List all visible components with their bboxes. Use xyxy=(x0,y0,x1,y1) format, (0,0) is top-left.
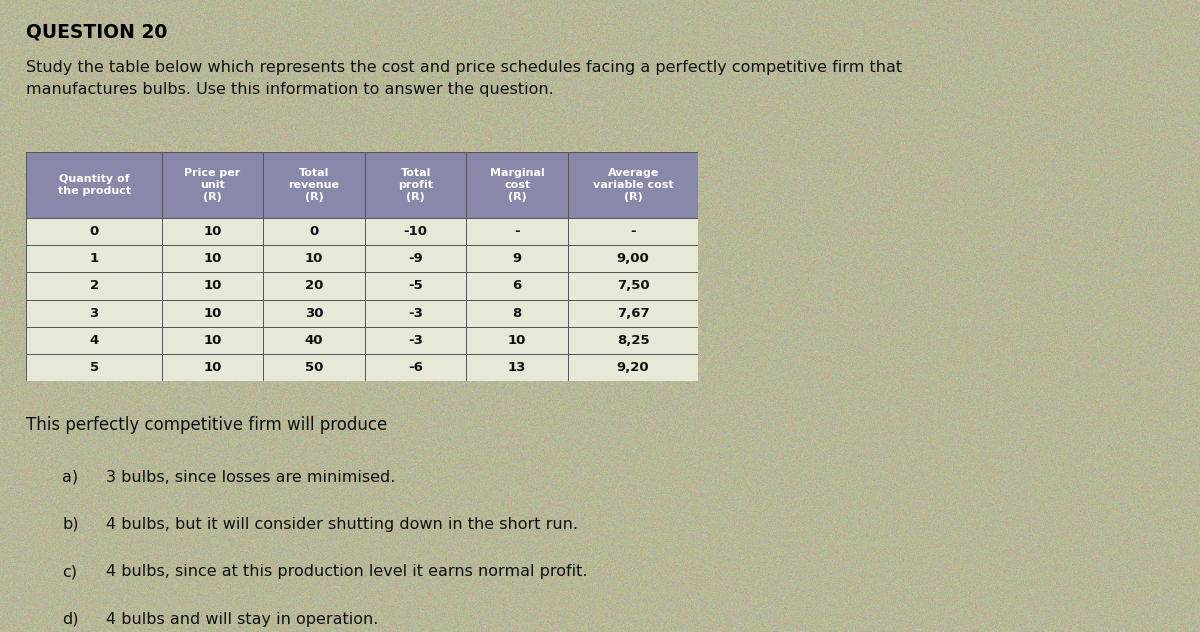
Bar xyxy=(365,327,467,354)
Text: 2: 2 xyxy=(90,279,98,293)
Text: 10: 10 xyxy=(203,334,222,347)
Text: a): a) xyxy=(62,470,78,485)
Bar xyxy=(467,245,568,272)
Bar xyxy=(263,218,365,245)
Bar xyxy=(568,218,698,245)
Text: Total
profit
(R): Total profit (R) xyxy=(398,168,433,202)
Text: -: - xyxy=(515,225,520,238)
Text: 9,20: 9,20 xyxy=(617,361,649,374)
Bar xyxy=(263,152,365,218)
Text: Study the table below which represents the cost and price schedules facing a per: Study the table below which represents t… xyxy=(26,60,902,97)
Text: Total
revenue
(R): Total revenue (R) xyxy=(288,168,340,202)
Text: 20: 20 xyxy=(305,279,323,293)
Text: -3: -3 xyxy=(408,334,424,347)
Text: 9,00: 9,00 xyxy=(617,252,649,265)
Bar xyxy=(568,272,698,300)
Text: 7,50: 7,50 xyxy=(617,279,649,293)
Text: 40: 40 xyxy=(305,334,323,347)
Text: 9: 9 xyxy=(512,252,522,265)
Bar xyxy=(568,327,698,354)
Bar xyxy=(162,272,263,300)
Bar xyxy=(467,272,568,300)
Text: -: - xyxy=(630,225,636,238)
Text: 4: 4 xyxy=(90,334,98,347)
Text: 4 bulbs, since at this production level it earns normal profit.: 4 bulbs, since at this production level … xyxy=(106,564,587,580)
Text: -5: -5 xyxy=(408,279,422,293)
Text: 10: 10 xyxy=(305,252,323,265)
Text: 5: 5 xyxy=(90,361,98,374)
Text: -9: -9 xyxy=(408,252,422,265)
Bar xyxy=(162,245,263,272)
Bar xyxy=(568,300,698,327)
Text: 10: 10 xyxy=(203,307,222,320)
Bar xyxy=(365,300,467,327)
Text: 8,25: 8,25 xyxy=(617,334,649,347)
Bar xyxy=(263,272,365,300)
Bar xyxy=(263,245,365,272)
Text: Quantity of
the product: Quantity of the product xyxy=(58,174,131,196)
Text: 8: 8 xyxy=(512,307,522,320)
Text: 50: 50 xyxy=(305,361,323,374)
Bar xyxy=(263,300,365,327)
Bar xyxy=(467,218,568,245)
Bar xyxy=(162,327,263,354)
Text: -10: -10 xyxy=(403,225,427,238)
Bar xyxy=(26,245,162,272)
Text: 10: 10 xyxy=(203,225,222,238)
Bar xyxy=(568,245,698,272)
Text: 10: 10 xyxy=(203,361,222,374)
Text: 10: 10 xyxy=(203,279,222,293)
Text: 6: 6 xyxy=(512,279,522,293)
Bar xyxy=(467,300,568,327)
Bar xyxy=(365,245,467,272)
Bar xyxy=(162,218,263,245)
Bar xyxy=(26,327,162,354)
Text: 1: 1 xyxy=(90,252,98,265)
Text: 4 bulbs and will stay in operation.: 4 bulbs and will stay in operation. xyxy=(106,612,378,627)
Text: 10: 10 xyxy=(508,334,527,347)
Text: 10: 10 xyxy=(203,252,222,265)
Bar xyxy=(263,354,365,381)
Bar xyxy=(365,152,467,218)
Bar xyxy=(162,354,263,381)
Bar xyxy=(467,152,568,218)
Bar xyxy=(263,327,365,354)
Text: 3 bulbs, since losses are minimised.: 3 bulbs, since losses are minimised. xyxy=(106,470,395,485)
Text: c): c) xyxy=(62,564,78,580)
Bar xyxy=(365,354,467,381)
Bar xyxy=(26,218,162,245)
Bar xyxy=(26,152,162,218)
Text: 30: 30 xyxy=(305,307,323,320)
Text: This perfectly competitive firm will produce: This perfectly competitive firm will pro… xyxy=(26,416,388,434)
Text: 7,67: 7,67 xyxy=(617,307,649,320)
Text: 13: 13 xyxy=(508,361,527,374)
Bar xyxy=(162,300,263,327)
Bar xyxy=(162,152,263,218)
Bar xyxy=(467,354,568,381)
Bar xyxy=(26,300,162,327)
Text: Average
variable cost
(R): Average variable cost (R) xyxy=(593,168,673,202)
Bar xyxy=(26,354,162,381)
Text: Price per
unit
(R): Price per unit (R) xyxy=(185,168,241,202)
Bar xyxy=(365,272,467,300)
Bar xyxy=(365,218,467,245)
Text: -3: -3 xyxy=(408,307,424,320)
Text: 4 bulbs, but it will consider shutting down in the short run.: 4 bulbs, but it will consider shutting d… xyxy=(106,517,577,532)
Text: QUESTION 20: QUESTION 20 xyxy=(26,22,168,41)
Bar xyxy=(568,152,698,218)
Text: 0: 0 xyxy=(90,225,98,238)
Bar xyxy=(568,354,698,381)
Text: 3: 3 xyxy=(90,307,98,320)
Text: d): d) xyxy=(62,612,79,627)
Text: Marginal
cost
(R): Marginal cost (R) xyxy=(490,168,545,202)
Bar xyxy=(26,272,162,300)
Bar xyxy=(467,327,568,354)
Text: 0: 0 xyxy=(310,225,319,238)
Text: b): b) xyxy=(62,517,79,532)
Text: -6: -6 xyxy=(408,361,424,374)
